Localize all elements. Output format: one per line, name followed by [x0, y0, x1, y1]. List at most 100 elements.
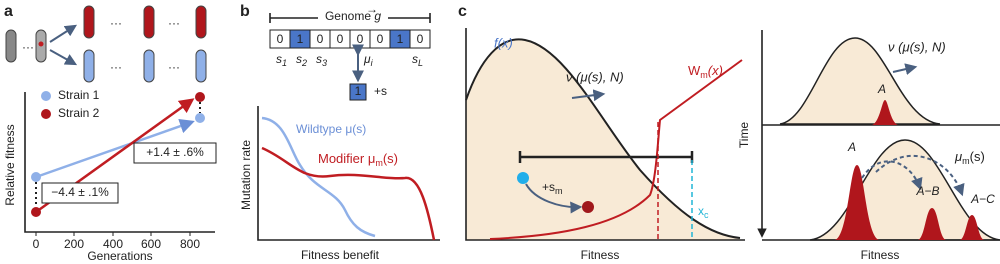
svg-text:···: ··· [22, 40, 34, 54]
x-label: Generations [87, 249, 152, 263]
site-base: μ [363, 52, 371, 66]
svg-text:···: ··· [168, 60, 180, 74]
sm-arrow [525, 183, 583, 214]
axes [465, 28, 745, 241]
cell-value: 0 [317, 32, 324, 46]
bracket-gap [318, 10, 388, 24]
mutation-arrow [875, 154, 965, 197]
cell-value: 1 [397, 32, 404, 46]
curve-label: Wildtype μ(s) [296, 122, 366, 136]
site-label: s3 [316, 52, 327, 68]
point [195, 92, 205, 102]
peak-label: A [877, 82, 886, 96]
cell-value: 0 [357, 32, 364, 46]
panel-label: c [458, 3, 467, 20]
distribution [779, 37, 941, 125]
legend-item: Strain 1 [58, 88, 100, 102]
site-label: s2 [296, 52, 307, 68]
mutation: 1 [355, 84, 362, 98]
curve-label: Modifier μm(s) [318, 151, 398, 168]
end-dot [582, 201, 594, 213]
x-label: Fitness [861, 248, 900, 262]
effect: +s [374, 84, 387, 98]
axes [257, 106, 440, 241]
svg-text:···: ··· [110, 16, 122, 30]
annotation-box [133, 142, 217, 164]
mutation-arrow [861, 160, 923, 191]
annotation: +1.4 ± .6% [146, 145, 204, 159]
vector-arrow: → [366, 2, 378, 16]
annotation-box [41, 182, 119, 204]
svg-text:···: ··· [168, 16, 180, 30]
x-label: Fitness [581, 248, 620, 262]
site-sub: 1 [282, 58, 287, 68]
cell-value: 0 [377, 32, 384, 46]
x-label: Fitness benefit [301, 248, 380, 262]
cell-value: 1 [297, 32, 304, 46]
cell-value: 0 [417, 32, 424, 46]
x-tick-label: 800 [180, 237, 200, 251]
site-sub: L [418, 58, 423, 68]
site-label: μi [363, 52, 374, 68]
site-sub: 3 [322, 58, 327, 68]
modifier-curve [261, 146, 436, 241]
speed-label: ν (μ(s), N) [888, 39, 946, 54]
legend-marker [41, 91, 51, 101]
x-tick-label: 200 [64, 237, 84, 251]
site-base: s [296, 52, 302, 66]
site-base: s [276, 52, 282, 66]
annotation: −4.4 ± .1% [51, 185, 109, 199]
speed-label: ν (μ(s), N) [566, 69, 624, 84]
fitness-curve [465, 38, 741, 239]
y-label: Mutation rate [239, 140, 253, 210]
point [31, 207, 41, 217]
legend-marker [41, 109, 51, 119]
peak [918, 208, 946, 240]
site-sub: 2 [301, 58, 307, 68]
peak-label: A−C [970, 192, 995, 206]
mu-label: μm(s) [954, 149, 985, 166]
axes [24, 92, 215, 233]
cell-value: 0 [277, 32, 284, 46]
site-base: s [412, 52, 418, 66]
point [31, 172, 41, 182]
site-label: sL [412, 52, 423, 68]
peak-label: A−B [915, 184, 939, 198]
speed-arrow [571, 89, 606, 102]
peak-label: A [847, 140, 856, 154]
y-label: Relative fitness [3, 124, 17, 205]
peak [960, 215, 984, 240]
cell-value: 0 [337, 32, 344, 46]
site-label: s1 [276, 52, 287, 68]
time-label: Time [737, 122, 751, 149]
f-label: f(x) [494, 35, 513, 50]
panel-label: b [240, 3, 250, 20]
x-ticks: 0 200 400 600 800 [33, 232, 200, 251]
x-tick-label: 600 [141, 237, 161, 251]
site-labels: s1 s2 s3 μi sL [276, 52, 423, 68]
svg-text:···: ··· [110, 60, 122, 74]
start-dot [517, 172, 529, 184]
cell [409, 29, 431, 49]
sm-label: +sm [542, 180, 563, 196]
panel-label: a [4, 3, 13, 20]
genome-label: Genome g [325, 9, 381, 23]
fitness-area [466, 39, 740, 241]
tubes: ··· ··· ··· ··· ··· [5, 5, 207, 83]
x-tick-label: 0 [33, 237, 40, 251]
site-base: s [316, 52, 322, 66]
trajectory [35, 118, 195, 179]
peak [872, 100, 898, 125]
peak [835, 165, 879, 240]
point [195, 113, 205, 123]
xc-label: xc [698, 204, 709, 220]
mutation-cell [349, 83, 367, 101]
speed-arrow [892, 63, 918, 75]
site-sub: i [371, 58, 374, 68]
legend-item: Strain 2 [58, 106, 100, 120]
w-label: Wm(x) [688, 63, 723, 80]
wildtype-curve [261, 116, 376, 238]
x-tick-label: 400 [103, 237, 123, 251]
